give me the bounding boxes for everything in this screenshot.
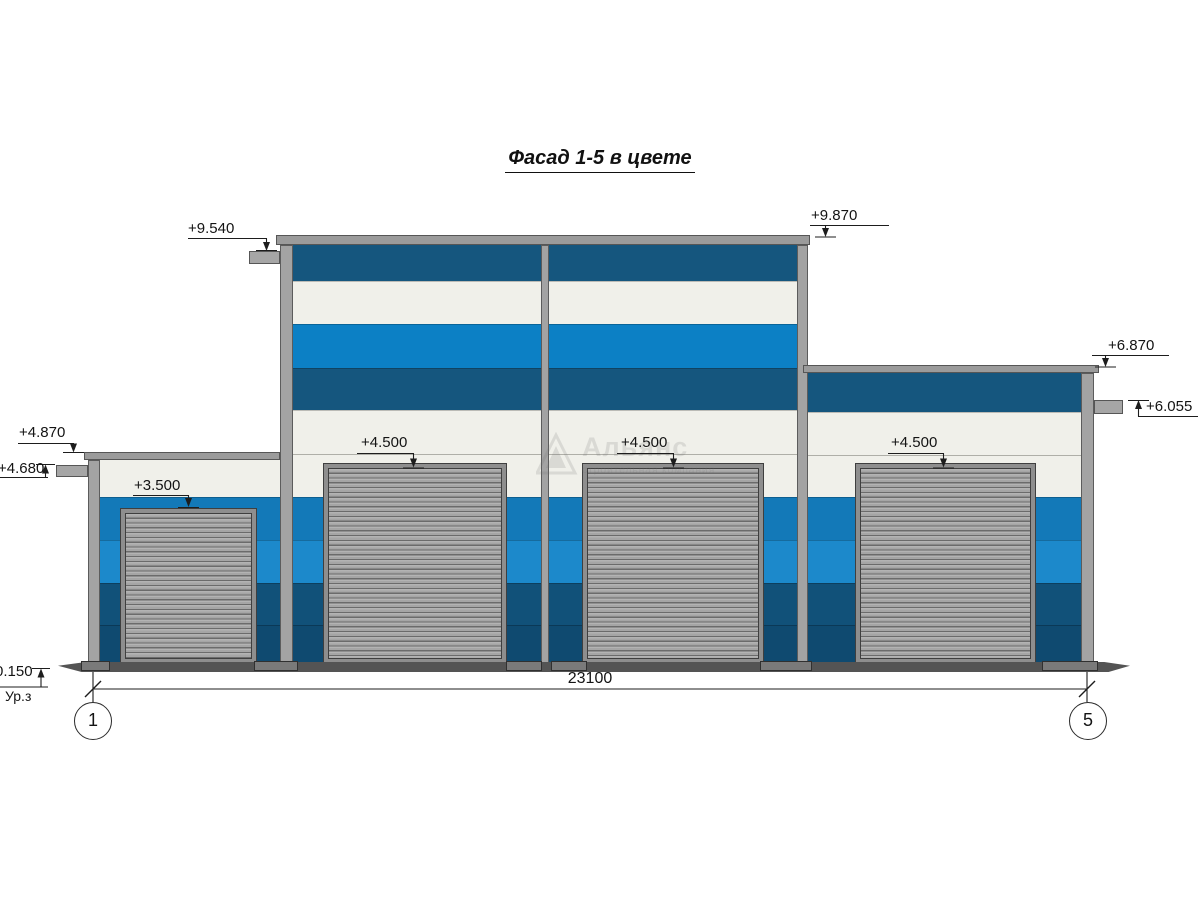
axis-bubble-5: 5: [1069, 702, 1107, 740]
right-parapet-cap: [803, 365, 1099, 373]
level-gate-c: +4.500: [891, 434, 938, 451]
right-panel-seam: [805, 455, 1094, 456]
top-left-drain-pipe: [249, 251, 280, 264]
level-left-pipe: +4.680: [0, 460, 45, 477]
dimension-tick-axis-5: [1078, 680, 1096, 698]
plinth-block-2: [254, 661, 298, 671]
watermark-triangle-logo: [534, 431, 578, 475]
arrow-left-parapet: [70, 443, 77, 453]
central-right-column: [797, 245, 808, 663]
leader-right-roof: [1092, 354, 1169, 368]
roller-gate-4-slats: [860, 468, 1031, 659]
leader-main-roof: [810, 224, 889, 238]
left-block-stripe-white: [88, 460, 293, 497]
level-main-roof: +9.870: [811, 207, 858, 224]
right-stripe-dark-top: [805, 373, 1094, 412]
central-left-column: [280, 245, 293, 663]
arrow-main-roof: [822, 228, 829, 237]
level-gate-b: +4.500: [621, 434, 668, 451]
left-block-parapet-cap: [84, 452, 280, 460]
axis-bubble-1: 1: [74, 702, 112, 740]
roller-gate-3-slats: [587, 468, 759, 659]
drawing-title-text: Фасад 1-5 в цвете: [505, 147, 695, 173]
ground-base-strip: [58, 662, 1130, 672]
level-gate-a: +4.500: [361, 434, 408, 451]
roller-gate-1-slats: [125, 513, 252, 659]
right-drain-pipe: [1094, 400, 1123, 414]
ground-level-label: Ур.з: [5, 688, 32, 704]
drawing-title: Фасад 1-5 в цвете: [0, 147, 1200, 173]
roller-gate-1: [120, 508, 257, 664]
plinth-block-1: [81, 661, 110, 671]
plinth-block-3: [506, 661, 542, 671]
leader-left-parapet: [18, 442, 84, 454]
level-right-roof: +6.870: [1108, 337, 1155, 354]
roller-gate-2: [323, 463, 507, 664]
level-left-parapet: +4.870: [19, 424, 66, 441]
left-drain-pipe: [56, 465, 88, 477]
arrow-ground: [37, 668, 45, 678]
level-main-parapet: +9.540: [188, 220, 235, 237]
right-corner-column: [1081, 373, 1094, 663]
watermark-tagline: строительная компания: [582, 464, 716, 476]
level-small-gate: +3.500: [134, 477, 181, 494]
arrow-main-parapet: [263, 242, 270, 251]
arrow-right-roof: [1102, 358, 1109, 367]
plinth-block-4: [551, 661, 587, 671]
level-ground: -0.150: [0, 663, 33, 680]
plinth-block-6: [1042, 661, 1098, 671]
arrow-right-pipe: [1135, 400, 1142, 409]
dimension-tick-axis-1: [84, 680, 102, 698]
left-block-corner-column: [88, 460, 100, 663]
roller-gate-4: [855, 463, 1036, 664]
level-right-pipe: +6.055: [1146, 398, 1193, 415]
roller-gate-2-slats: [328, 468, 502, 659]
roller-gate-3: [582, 463, 764, 664]
central-parapet-cap: [276, 235, 810, 245]
leader-main-parapet: [188, 237, 277, 252]
plinth-block-5: [760, 661, 812, 671]
overall-dimension: 23100: [567, 670, 613, 687]
